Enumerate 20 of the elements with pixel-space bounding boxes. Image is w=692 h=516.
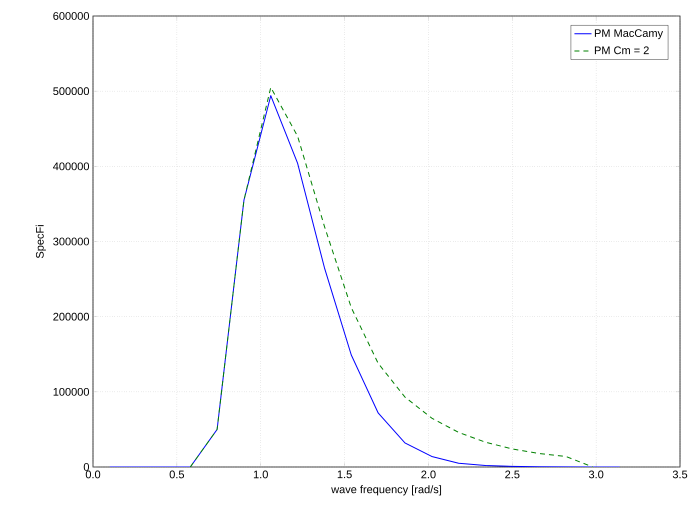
x-tick-label: 2.0 [421, 470, 436, 478]
x-tick-label: 1.0 [254, 470, 268, 478]
y-tick-label: 100000 [54, 388, 90, 396]
y-tick-label: 400000 [53, 162, 90, 170]
x-axis-title: wave frequency [rad/s] [331, 485, 442, 496]
x-tick-label: 3.0 [588, 470, 604, 478]
y-tick-label: 500000 [53, 87, 90, 96]
legend-label: PM MacCamy [594, 29, 664, 40]
x-tick-label: 1.5 [338, 470, 352, 478]
x-tick-label: 2.5 [505, 470, 520, 478]
y-tick-label: 600000 [53, 12, 90, 20]
line-series [190, 86, 594, 467]
y-tick-label: 300000 [53, 238, 90, 246]
x-tick-label: 0.5 [170, 470, 184, 478]
x-tick-label: 0.0 [86, 470, 100, 478]
y-tick-label: 0 [84, 463, 90, 471]
x-tick-label: 3.5 [672, 470, 688, 478]
y-tick-label: 200000 [53, 312, 90, 321]
y-axis-title: SpecFi [36, 225, 46, 258]
legend-label: PM Cm = 2 [594, 46, 649, 54]
